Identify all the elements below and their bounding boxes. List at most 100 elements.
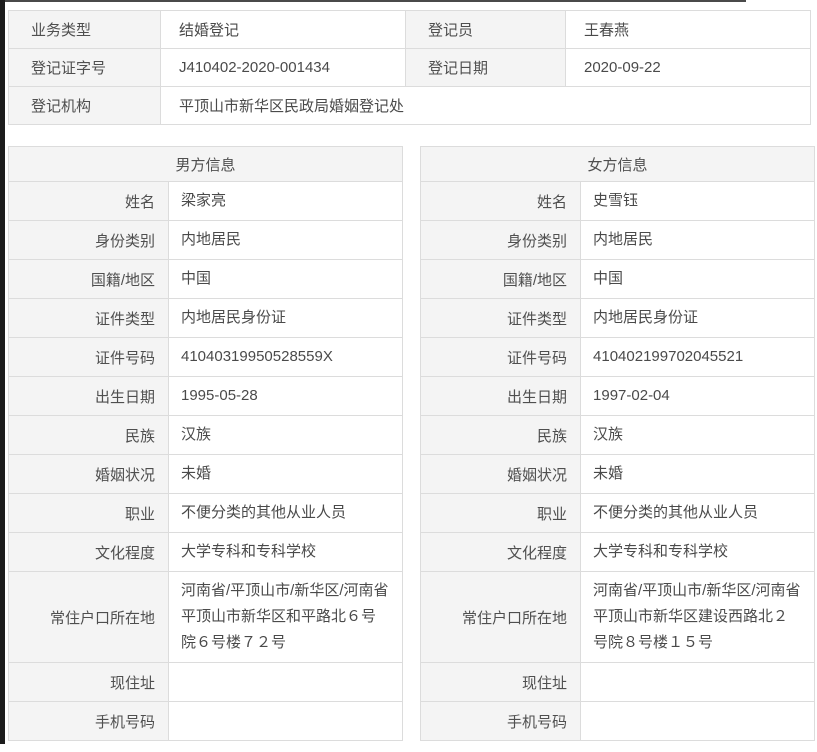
registration-date-label: 登记日期 — [405, 48, 566, 87]
table-row: 证件号码 410402199702045521 — [420, 337, 816, 377]
field-label: 文化程度 — [8, 532, 169, 572]
field-label: 民族 — [420, 415, 582, 455]
female-info-header: 女方信息 — [420, 146, 816, 182]
certificate-number-value: J410402-2020-001434 — [160, 48, 406, 87]
table-row: 职业 不便分类的其他从业人员 — [420, 493, 816, 533]
table-row: 常住户口所在地 河南省/平顶山市/新华区/河南省平顶山市新华区和平路北６号院６号… — [8, 571, 404, 663]
field-label: 职业 — [420, 493, 582, 533]
field-label: 国籍/地区 — [8, 259, 169, 299]
table-row: 姓名 史雪钰 — [420, 181, 816, 221]
field-label: 手机号码 — [420, 701, 582, 741]
field-label: 姓名 — [420, 181, 582, 221]
field-value — [580, 662, 816, 702]
table-row: 婚姻状况 未婚 — [420, 454, 816, 494]
table-row: 婚姻状况 未婚 — [8, 454, 404, 494]
field-value — [167, 701, 404, 741]
field-label: 现住址 — [420, 662, 582, 702]
table-row: 国籍/地区 中国 — [8, 259, 404, 299]
field-value: 河南省/平顶山市/新华区/河南省平顶山市新华区和平路北６号院６号楼７２号 — [167, 571, 404, 663]
registrar-label: 登记员 — [405, 10, 566, 49]
field-value — [580, 701, 816, 741]
table-row: 证件类型 内地居民身份证 — [8, 298, 404, 338]
field-value: 梁家亮 — [167, 181, 404, 221]
registration-date-value: 2020-09-22 — [565, 48, 811, 87]
table-row: 身份类别 内地居民 — [8, 220, 404, 260]
field-value: 内地居民身份证 — [580, 298, 816, 338]
field-label: 文化程度 — [420, 532, 582, 572]
person-tables: 男方信息 姓名 梁家亮 身份类别 内地居民 国籍/地区 中国 证件类型 内地居民… — [7, 146, 816, 741]
field-label: 现住址 — [8, 662, 169, 702]
field-value: 河南省/平顶山市/新华区/河南省平顶山市新华区建设西路北２号院８号楼１５号 — [580, 571, 816, 663]
table-row: 民族 汉族 — [420, 415, 816, 455]
female-info-table: 女方信息 姓名 史雪钰 身份类别 内地居民 国籍/地区 中国 证件类型 内地居民… — [420, 146, 816, 741]
field-value: 中国 — [167, 259, 404, 299]
field-label: 姓名 — [8, 181, 169, 221]
field-label: 身份类别 — [420, 220, 582, 260]
table-row: 男方信息 — [7, 146, 404, 182]
field-label: 出生日期 — [8, 376, 169, 416]
window-left-edge — [0, 0, 5, 744]
record-content: 业务类型 结婚登记 登记员 王春燕 登记证字号 J410402-2020-001… — [7, 10, 816, 741]
field-value: 410402199702045521 — [580, 337, 816, 377]
business-type-label: 业务类型 — [8, 10, 161, 49]
certificate-number-label: 登记证字号 — [8, 48, 161, 87]
table-row: 手机号码 — [8, 701, 404, 741]
field-value: 内地居民 — [580, 220, 816, 260]
registration-summary-table: 业务类型 结婚登记 登记员 王春燕 登记证字号 J410402-2020-001… — [8, 10, 811, 125]
field-value: 内地居民 — [167, 220, 404, 260]
field-label: 国籍/地区 — [420, 259, 582, 299]
field-value: 大学专科和专科学校 — [580, 532, 816, 572]
table-row: 职业 不便分类的其他从业人员 — [8, 493, 404, 533]
table-row: 姓名 梁家亮 — [8, 181, 404, 221]
registration-office-value: 平顶山市新华区民政局婚姻登记处 — [160, 86, 811, 125]
table-row: 现住址 — [8, 662, 404, 702]
table-row: 文化程度 大学专科和专科学校 — [8, 532, 404, 572]
male-info-header: 男方信息 — [7, 146, 404, 182]
field-label: 证件类型 — [8, 298, 169, 338]
table-row: 登记证字号 J410402-2020-001434 登记日期 2020-09-2… — [8, 48, 811, 87]
registrar-value: 王春燕 — [565, 10, 811, 49]
field-label: 身份类别 — [8, 220, 169, 260]
field-value: 汉族 — [167, 415, 404, 455]
table-row: 女方信息 — [420, 146, 816, 182]
business-type-value: 结婚登记 — [160, 10, 406, 49]
table-row: 出生日期 1997-02-04 — [420, 376, 816, 416]
field-label: 民族 — [8, 415, 169, 455]
field-value: 不便分类的其他从业人员 — [580, 493, 816, 533]
table-row: 出生日期 1995-05-28 — [8, 376, 404, 416]
field-value: 内地居民身份证 — [167, 298, 404, 338]
table-row: 身份类别 内地居民 — [420, 220, 816, 260]
table-row: 证件号码 41040319950528559X — [8, 337, 404, 377]
field-label: 常住户口所在地 — [420, 571, 582, 663]
registration-office-label: 登记机构 — [8, 86, 161, 125]
field-label: 婚姻状况 — [420, 454, 582, 494]
table-row: 文化程度 大学专科和专科学校 — [420, 532, 816, 572]
field-label: 职业 — [8, 493, 169, 533]
field-label: 出生日期 — [420, 376, 582, 416]
window-top-edge — [0, 0, 746, 2]
field-value: 不便分类的其他从业人员 — [167, 493, 404, 533]
field-value: 41040319950528559X — [167, 337, 404, 377]
male-info-table: 男方信息 姓名 梁家亮 身份类别 内地居民 国籍/地区 中国 证件类型 内地居民… — [7, 146, 404, 741]
field-value — [167, 662, 404, 702]
field-value: 未婚 — [167, 454, 404, 494]
field-label: 证件类型 — [420, 298, 582, 338]
table-row: 国籍/地区 中国 — [420, 259, 816, 299]
field-value: 大学专科和专科学校 — [167, 532, 404, 572]
table-row: 民族 汉族 — [8, 415, 404, 455]
field-label: 常住户口所在地 — [8, 571, 169, 663]
table-row: 业务类型 结婚登记 登记员 王春燕 — [8, 10, 811, 49]
table-row: 常住户口所在地 河南省/平顶山市/新华区/河南省平顶山市新华区建设西路北２号院８… — [420, 571, 816, 663]
table-row: 登记机构 平顶山市新华区民政局婚姻登记处 — [8, 86, 811, 125]
table-row: 手机号码 — [420, 701, 816, 741]
field-label: 证件号码 — [420, 337, 582, 377]
field-value: 汉族 — [580, 415, 816, 455]
field-value: 中国 — [580, 259, 816, 299]
field-value: 史雪钰 — [580, 181, 816, 221]
field-value: 1997-02-04 — [580, 376, 816, 416]
field-label: 手机号码 — [8, 701, 169, 741]
field-value: 1995-05-28 — [167, 376, 404, 416]
table-row: 现住址 — [420, 662, 816, 702]
field-label: 证件号码 — [8, 337, 169, 377]
